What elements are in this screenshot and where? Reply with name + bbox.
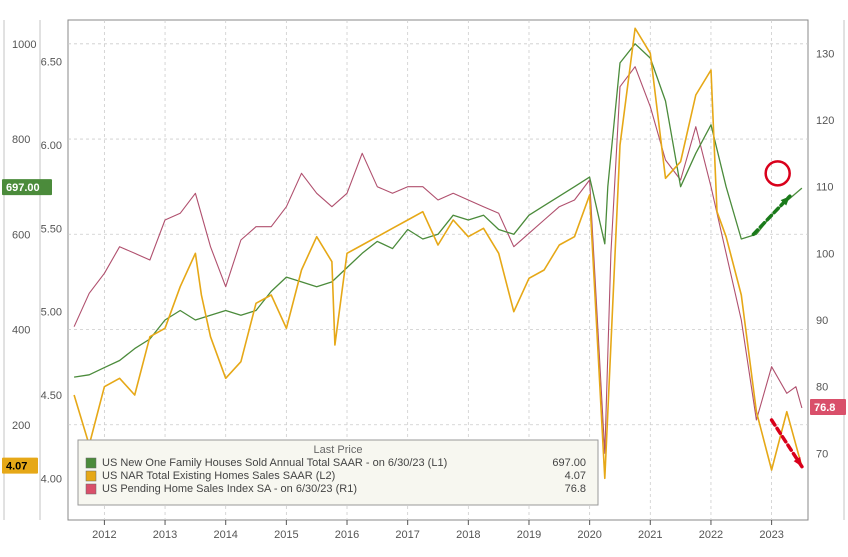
svg-text:4.50: 4.50 [41, 390, 62, 402]
svg-text:2021: 2021 [638, 529, 662, 541]
svg-text:4.07: 4.07 [565, 470, 586, 482]
svg-text:130: 130 [816, 48, 834, 60]
svg-text:6.00: 6.00 [41, 140, 62, 152]
svg-text:2022: 2022 [699, 529, 723, 541]
svg-text:5.50: 5.50 [41, 223, 62, 235]
svg-text:120: 120 [816, 115, 834, 127]
svg-text:76.8: 76.8 [565, 483, 586, 495]
svg-text:US NAR Total Existing Homes Sa: US NAR Total Existing Homes Sales SAAR (… [102, 470, 335, 482]
svg-text:1000: 1000 [12, 39, 36, 51]
svg-text:400: 400 [12, 325, 30, 337]
svg-text:800: 800 [12, 134, 30, 146]
svg-text:110: 110 [816, 182, 834, 194]
svg-text:6.50: 6.50 [41, 57, 62, 69]
svg-text:2015: 2015 [274, 529, 298, 541]
svg-text:697.00: 697.00 [6, 182, 40, 194]
svg-text:697.00: 697.00 [552, 457, 586, 469]
svg-text:2020: 2020 [577, 529, 601, 541]
svg-text:US Pending Home Sales Index SA: US Pending Home Sales Index SA - on 6/30… [102, 483, 357, 495]
svg-text:2012: 2012 [92, 529, 116, 541]
svg-text:2023: 2023 [759, 529, 783, 541]
svg-text:4.07: 4.07 [6, 461, 27, 473]
svg-text:Last Price: Last Price [314, 444, 363, 456]
svg-text:90: 90 [816, 315, 828, 327]
svg-text:80: 80 [816, 382, 828, 394]
chart-canvas: 2012 2013 2014 2015 2016 2017 2018 2019 2020 2021… [0, 0, 848, 557]
svg-text:5.00: 5.00 [41, 307, 62, 319]
svg-text:2013: 2013 [153, 529, 177, 541]
svg-text:2018: 2018 [456, 529, 480, 541]
svg-text:2016: 2016 [335, 529, 359, 541]
svg-text:76.8: 76.8 [814, 402, 835, 414]
svg-text:200: 200 [12, 420, 30, 432]
svg-text:2019: 2019 [517, 529, 541, 541]
svg-text:US New One Family Houses Sold: US New One Family Houses Sold Annual Tot… [102, 457, 447, 469]
svg-text:600: 600 [12, 229, 30, 241]
svg-text:4.00: 4.00 [41, 473, 62, 485]
svg-text:70: 70 [816, 448, 828, 460]
svg-text:2017: 2017 [395, 529, 419, 541]
svg-text:2014: 2014 [213, 529, 237, 541]
housing-chart: 2012 2013 2014 2015 2016 2017 2018 2019 2020 2021… [0, 0, 848, 557]
svg-text:100: 100 [816, 248, 834, 260]
